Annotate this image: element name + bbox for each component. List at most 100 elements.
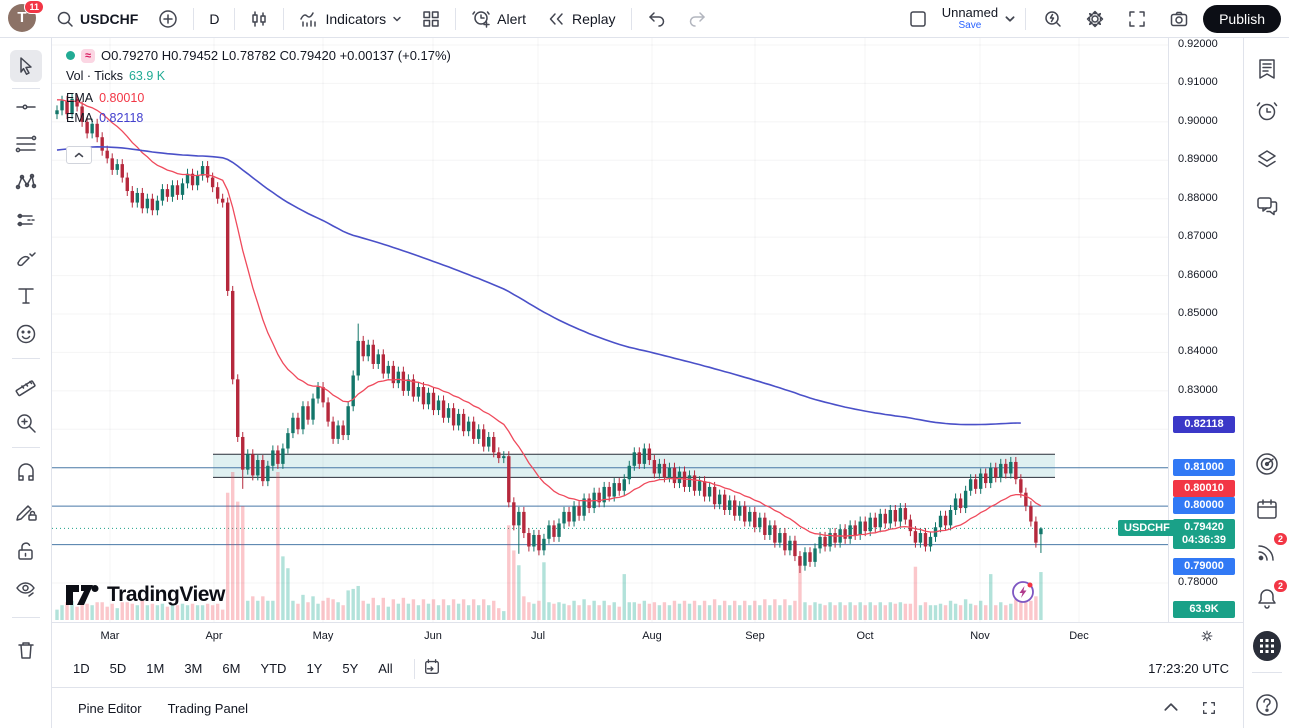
price-chart[interactable] (52, 38, 1168, 622)
remove-drawings-button[interactable] (10, 634, 42, 666)
cursor-tool-button[interactable] (10, 50, 42, 82)
range-button-all[interactable]: All (378, 661, 393, 676)
watchlist-button[interactable] (1253, 55, 1281, 83)
replay-button[interactable]: Replay (538, 5, 624, 33)
object-tree-button[interactable] (1253, 145, 1281, 173)
range-button-1m[interactable]: 1M (146, 661, 165, 676)
chart-style-button[interactable] (242, 6, 276, 32)
range-button-5y[interactable]: 5Y (342, 661, 359, 676)
price-label-pill[interactable]: 0.81000 (1173, 458, 1235, 476)
quick-search-button[interactable] (1035, 5, 1071, 33)
alert-button[interactable]: Alert (463, 5, 534, 33)
redo-button[interactable] (679, 6, 715, 32)
ema1-legend-row[interactable]: EMA 0.80010 (66, 91, 451, 105)
help-button[interactable] (1253, 691, 1281, 719)
chevron-down-icon[interactable] (1004, 13, 1016, 25)
indicators-icon (300, 11, 317, 27)
tab-trading-panel[interactable]: Trading Panel (167, 700, 249, 716)
zoom-in-tool-button[interactable] (10, 407, 42, 439)
magnet-tool-button[interactable] (10, 459, 42, 491)
ema2-label: EMA (66, 111, 94, 125)
price-tick: 0.87000 (1178, 230, 1218, 243)
time-axis-month[interactable]: Jun (424, 630, 442, 642)
ema1-value: 0.80010 (99, 91, 145, 105)
panel-expand-chevron-icon[interactable] (1163, 700, 1179, 714)
price-label-pill[interactable]: 0.80010 (1173, 479, 1235, 497)
screener-button[interactable] (1253, 450, 1281, 478)
price-label-pill[interactable]: 0.80000 (1173, 497, 1235, 515)
undo-icon (648, 11, 664, 27)
time-axis-month[interactable]: Oct (856, 630, 874, 642)
hide-drawings-button[interactable] (10, 573, 42, 605)
notifications-button[interactable]: 2 (1253, 580, 1287, 613)
tab-pine-editor[interactable]: Pine Editor (78, 700, 142, 716)
interval-button[interactable]: D (209, 10, 220, 27)
position-tool-button[interactable] (10, 204, 42, 236)
calendar-button[interactable] (1253, 495, 1281, 523)
price-label-pill[interactable]: 63.9K (1173, 601, 1235, 618)
range-button-5d[interactable]: 5D (109, 661, 127, 676)
clock-utc[interactable]: 17:23:20 UTC (1148, 661, 1229, 676)
user-avatar[interactable]: T 11 (8, 0, 44, 34)
trend-line-tool-button[interactable] (10, 91, 42, 123)
time-axis[interactable]: Mar Apr May Jun Jul Aug Sep Oct Nov Dec (52, 622, 1243, 650)
divider (12, 447, 40, 448)
snapshot-button[interactable] (1161, 5, 1197, 33)
volume-legend-row[interactable]: Vol · Ticks 63.9 K (66, 69, 451, 83)
price-label-pill[interactable]: 0.79420 04:36:39 (1173, 519, 1235, 550)
symbol-search-button[interactable]: USDCHF (48, 6, 146, 32)
measure-tool-button[interactable] (10, 369, 42, 401)
indicators-button[interactable]: Indicators (291, 5, 410, 33)
undo-button[interactable] (639, 6, 675, 32)
layout-grid-button[interactable] (414, 6, 448, 32)
alerts-panel-button[interactable] (1253, 97, 1281, 125)
range-button-ytd[interactable]: YTD (260, 661, 287, 676)
price-axis[interactable]: 0.92000 0.91000 0.90000 0.89000 0.88000 0.870… (1168, 38, 1243, 622)
text-tool-button[interactable] (10, 280, 42, 312)
chart-area[interactable]: ≈ O0.79270 H0.79452 L0.78782 C0.79420 +0… (52, 38, 1243, 728)
range-button-1d[interactable]: 1D (73, 661, 90, 676)
calendar-icon (1257, 499, 1277, 519)
price-label-pill[interactable]: 0.82118 (1173, 415, 1235, 433)
price-tick: 0.89000 (1178, 153, 1218, 166)
panel-maximize-icon[interactable] (1201, 700, 1217, 716)
go-to-date-button[interactable] (423, 658, 441, 679)
legend-collapse-button[interactable] (66, 146, 92, 164)
emoji-tool-button[interactable] (10, 318, 42, 350)
publish-button[interactable]: Publish (1203, 4, 1281, 33)
range-button-1y[interactable]: 1Y (306, 661, 323, 676)
ema2-legend-row[interactable]: EMA 0.82118 (66, 111, 451, 125)
quick-trade-button[interactable] (1010, 579, 1036, 605)
time-axis-month[interactable]: May (312, 630, 334, 642)
chat-button[interactable] (1253, 192, 1281, 220)
layout-button[interactable] (900, 5, 936, 33)
compare-add-button[interactable] (150, 5, 186, 33)
axis-settings-button[interactable] (1200, 629, 1214, 646)
range-button-6m[interactable]: 6M (222, 661, 241, 676)
replay-label: Replay (571, 10, 616, 27)
symbol-legend-row[interactable]: ≈ O0.79270 H0.79452 L0.78782 C0.79420 +0… (66, 48, 451, 63)
time-axis-month[interactable]: Dec (1069, 630, 1089, 642)
long-position-icon (17, 213, 35, 227)
lock-drawings-button[interactable] (10, 535, 42, 567)
save-link[interactable]: Save (958, 20, 982, 31)
time-axis-month[interactable]: Mar (100, 630, 120, 642)
current-symbol-tag: USDCHF (1118, 520, 1176, 537)
apps-menu-button[interactable] (1253, 631, 1281, 661)
fullscreen-button[interactable] (1119, 5, 1155, 33)
brush-tool-button[interactable] (10, 242, 42, 274)
time-axis-month[interactable]: Aug (642, 630, 662, 642)
bell-icon (1258, 589, 1276, 609)
time-axis-month[interactable]: Apr (205, 630, 223, 642)
time-axis-month[interactable]: Jul (530, 630, 546, 642)
pattern-tool-button[interactable] (10, 166, 42, 198)
time-axis-month[interactable]: Sep (745, 630, 765, 642)
price-label-pill[interactable]: 0.79000 (1173, 557, 1235, 575)
time-axis-month[interactable]: Nov (970, 630, 990, 642)
ideas-stream-button[interactable]: 2 (1253, 533, 1287, 566)
layout-name-save[interactable]: Unnamed Save (942, 6, 998, 31)
settings-button[interactable] (1077, 5, 1113, 33)
range-button-3m[interactable]: 3M (184, 661, 203, 676)
fib-tool-button[interactable] (10, 129, 42, 161)
drawing-mode-button[interactable] (10, 496, 42, 528)
